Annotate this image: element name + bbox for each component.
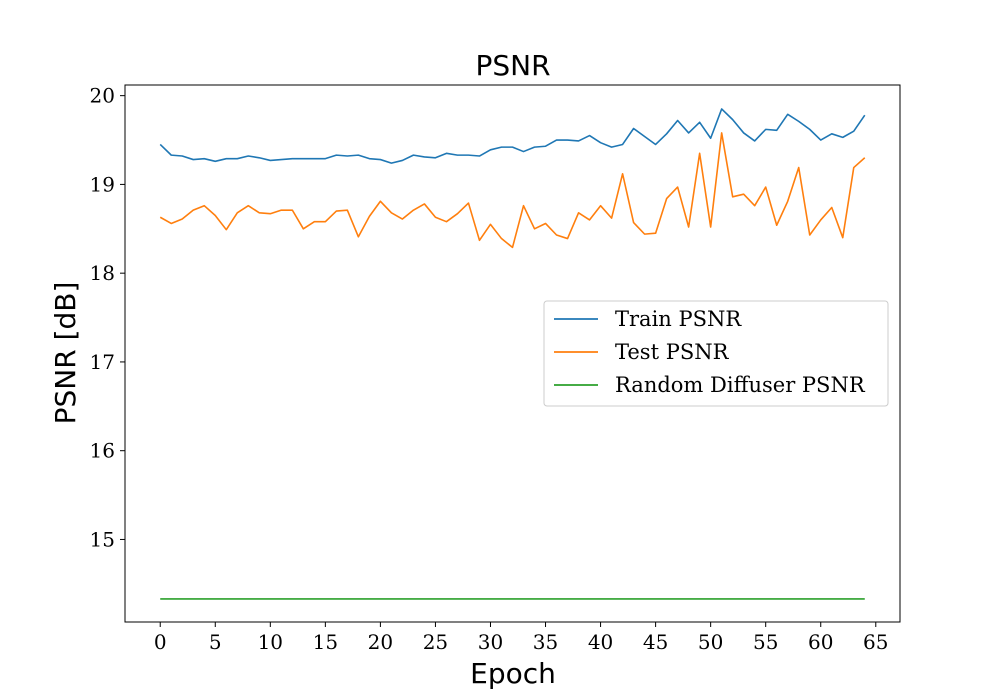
x-tick-label: 30 (478, 630, 503, 654)
legend-label-2: Random Diffuser PSNR (615, 373, 866, 397)
x-tick-label: 45 (643, 630, 668, 654)
y-tick-label: 15 (90, 527, 115, 551)
y-tick-label: 20 (90, 84, 115, 108)
x-tick-label: 20 (368, 630, 393, 654)
series-layer (159, 108, 866, 600)
x-tick-label: 50 (698, 630, 723, 654)
legend-box (543, 300, 889, 407)
x-tick-label: 65 (863, 630, 888, 654)
x-tick-label: 0 (154, 630, 167, 654)
legend-entries: Train PSNR Test PSNR Random Diffuser PSNR (554, 307, 866, 397)
series-line-0 (159, 108, 866, 164)
x-tick-label: 5 (209, 630, 222, 654)
y-tick-label: 18 (90, 261, 115, 285)
y-axis-ticks: 15 16 17 18 19 20 (90, 84, 125, 551)
legend: Train PSNR Test PSNR Random Diffuser PSNR (543, 300, 889, 407)
x-tick-label: 15 (313, 630, 338, 654)
x-tick-label: 25 (423, 630, 448, 654)
x-tick-label: 55 (753, 630, 778, 654)
y-tick-label: 17 (90, 350, 115, 374)
legend-label-1: Test PSNR (615, 340, 730, 364)
y-tick-label: 16 (90, 439, 115, 463)
x-tick-label: 10 (258, 630, 283, 654)
legend-label-0: Train PSNR (615, 307, 742, 331)
plot-area-frame (124, 84, 901, 623)
x-tick-label: 40 (588, 630, 613, 654)
x-tick-label: 35 (533, 630, 558, 654)
series-line-1 (159, 132, 866, 249)
x-axis-label: Epoch (470, 657, 556, 690)
y-axis-label: PSNR [dB] (49, 282, 82, 425)
x-axis-ticks: 0 5 10 15 20 25 30 35 40 45 50 55 60 65 (154, 622, 889, 654)
chart-title: PSNR (475, 49, 550, 82)
y-tick-label: 19 (90, 172, 115, 196)
x-tick-label: 60 (808, 630, 833, 654)
